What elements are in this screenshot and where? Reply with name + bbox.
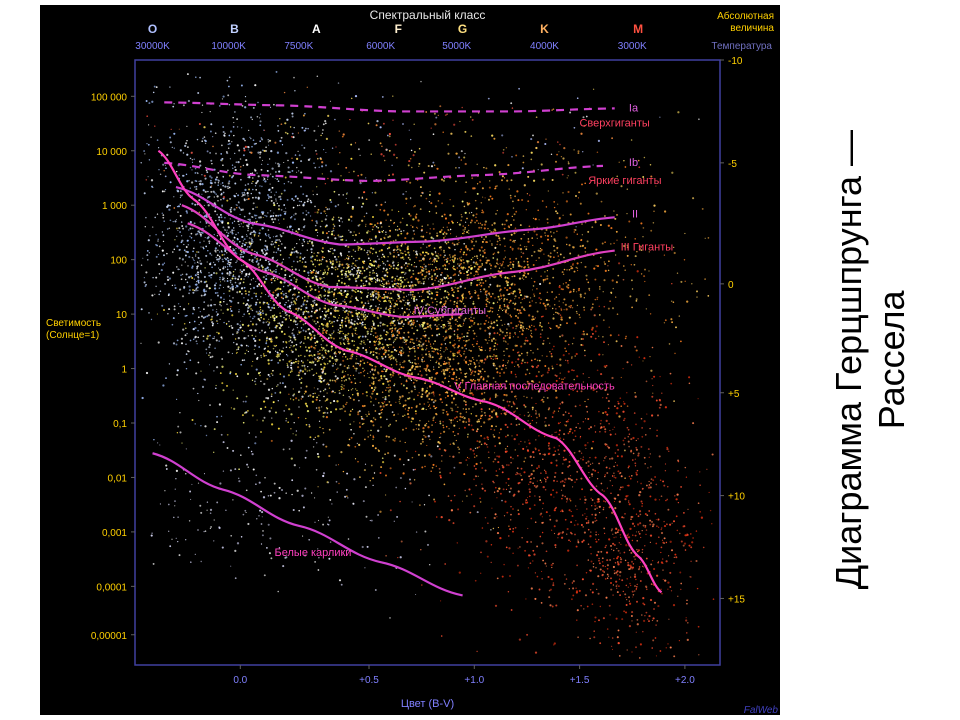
side-title: Диаграмма Герцшпрунга — Рассела [780, 0, 960, 720]
hr-diagram-chart: Спектральный классOBAFGKM30000K10000K750… [40, 5, 780, 715]
side-title-text: Диаграмма Герцшпрунга — Рассела [827, 130, 913, 589]
